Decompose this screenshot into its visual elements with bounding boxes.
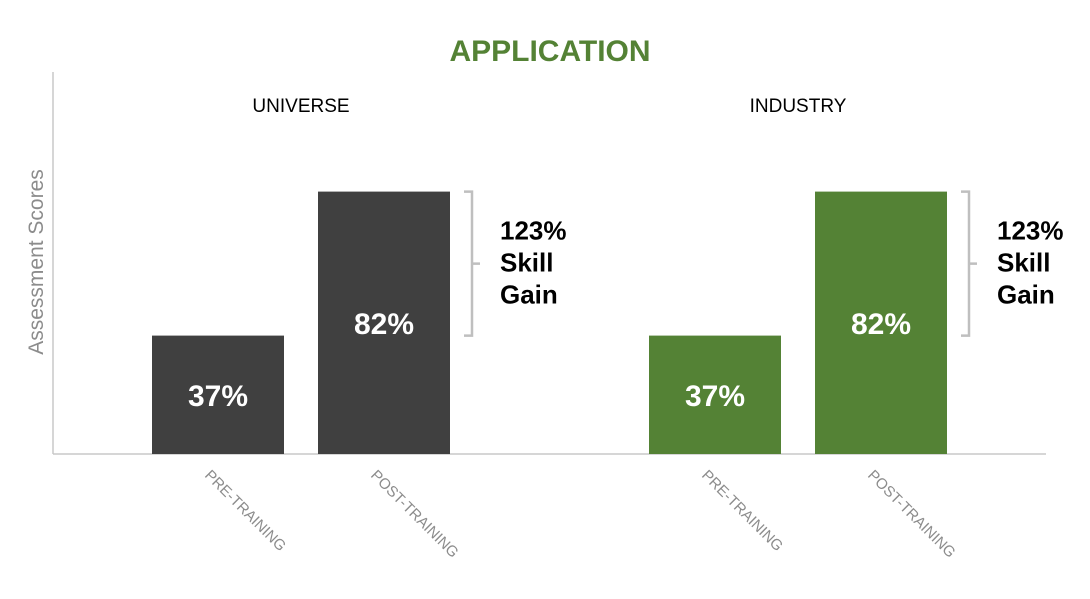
gain-annotation-line: 123% bbox=[500, 216, 567, 246]
x-tick-label: PRE-TRAINING bbox=[201, 467, 289, 555]
bar bbox=[649, 335, 781, 454]
group-label: UNIVERSE bbox=[252, 96, 349, 117]
gain-annotation-line: 123% bbox=[997, 216, 1064, 246]
gain-bracket bbox=[961, 190, 977, 337]
x-tick-label: POST-TRAINING bbox=[367, 467, 462, 562]
chart-title: APPLICATION bbox=[449, 35, 650, 68]
gain-annotation-line: Gain bbox=[500, 280, 558, 310]
bar-value-label: 37% bbox=[685, 380, 745, 413]
gain-annotation-line: Gain bbox=[997, 280, 1055, 310]
bar-group-industry: INDUSTRY 37% PRE-TRAINING 82% POST-TRAINING 1… bbox=[649, 96, 1064, 561]
bar-groups: UNIVERSE 37% PRE-TRAINING 82% POST-TRAINING 1… bbox=[152, 96, 1064, 561]
x-tick-label: PRE-TRAINING bbox=[698, 467, 786, 555]
gain-annotation-line: Skill bbox=[500, 248, 553, 278]
gain-bracket bbox=[464, 190, 480, 337]
gain-annotation-line: Skill bbox=[997, 248, 1050, 278]
bar-value-label: 82% bbox=[851, 308, 911, 341]
bar-group-universe: UNIVERSE 37% PRE-TRAINING 82% POST-TRAINING 1… bbox=[152, 96, 567, 561]
y-axis-label: Assessment Scores bbox=[25, 169, 48, 355]
bar-value-label: 82% bbox=[354, 308, 414, 341]
bar bbox=[318, 191, 450, 454]
bar bbox=[152, 335, 284, 454]
bar-value-label: 37% bbox=[188, 380, 248, 413]
x-tick-label: POST-TRAINING bbox=[864, 467, 959, 562]
group-label: INDUSTRY bbox=[750, 96, 847, 117]
bar bbox=[815, 191, 947, 454]
